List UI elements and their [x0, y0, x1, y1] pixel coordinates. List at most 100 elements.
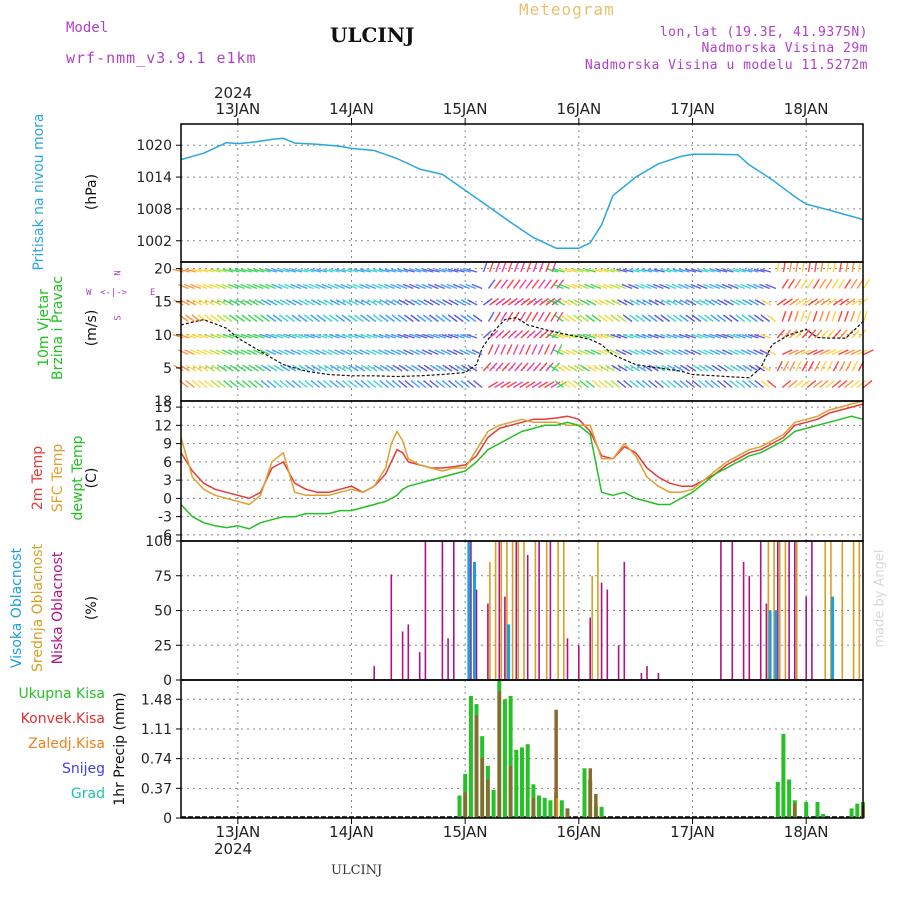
wind-arrow-505	[571, 283, 583, 290]
conv-precip-bar-10	[594, 793, 598, 818]
wind-arrow-257	[377, 283, 389, 290]
wind-arrow-792	[801, 261, 805, 273]
total-precip-bar-12	[525, 744, 530, 818]
wind-arrow-86	[236, 364, 247, 372]
low-cloud-bar-9	[470, 541, 472, 680]
wind-arrow-373	[465, 349, 477, 356]
wind-arrow-510	[567, 364, 578, 372]
wind-arrow-745	[759, 283, 770, 290]
conv-precip-bar-6	[531, 797, 536, 818]
wind-arrow-580	[622, 333, 634, 339]
wind-ytick-label-extra: 18	[154, 394, 172, 410]
wind-arrow-306	[410, 299, 422, 306]
mid-cloud-bar-4	[511, 541, 514, 680]
wind-arrow-307	[416, 314, 427, 323]
wind-arrow-803	[812, 310, 818, 322]
wind-arrow-160	[297, 268, 309, 273]
low-cloud-bar-17	[549, 541, 552, 680]
wind-arrow-429	[518, 344, 525, 355]
wind-arrow-304	[410, 268, 421, 273]
temp-line-dewpoint	[180, 415, 864, 530]
wind-arrow-723	[741, 314, 752, 323]
wind-arrow-794	[801, 298, 812, 306]
wind-arrow-262	[373, 364, 384, 372]
wind-arrow-158	[292, 364, 303, 372]
wind-arrow-548	[597, 333, 609, 339]
wind-arrow-642	[673, 299, 684, 306]
wind-arrow-80	[235, 268, 246, 273]
wind-arrow-187	[322, 314, 333, 323]
wind-arrow-703	[723, 380, 733, 389]
wind-arrow-272	[385, 268, 396, 273]
wind-arrow-315	[422, 314, 433, 323]
wind-arrow-100	[247, 333, 259, 339]
legend-total-precip: Ukupna Kisa	[18, 686, 105, 702]
wind-arrow-105	[259, 283, 270, 290]
wind-arrow-677	[703, 349, 714, 356]
wind-arrow-555	[610, 314, 621, 323]
low-cloud-bar-27	[657, 673, 660, 680]
mid-cloud-bar-17	[796, 541, 798, 680]
wind-arrow-858	[851, 298, 862, 306]
wind-arrow-210	[335, 299, 347, 306]
wind-arrow-322	[423, 299, 434, 306]
wind-arrow-638	[667, 364, 678, 372]
wind-arrow-589	[634, 349, 645, 356]
wind-arrow-825	[831, 278, 839, 289]
wind-arrow-55	[216, 380, 227, 389]
wind-arrow-457	[544, 279, 552, 289]
wind-arrow-185	[321, 283, 333, 290]
cloud-ytick-label-2: 50	[154, 604, 172, 620]
wind-arrow-237	[359, 349, 370, 356]
wind-arrow-607	[648, 380, 658, 389]
wind-arrow-217	[346, 283, 358, 290]
wind-arrow-793	[806, 278, 814, 289]
bottom-day-label-5: 18JAN	[784, 823, 829, 841]
wind-arrow-422	[507, 362, 517, 372]
wind-arrow-807	[812, 380, 823, 389]
wind-arrow-444	[526, 330, 536, 339]
wind-arrow-250	[367, 299, 378, 306]
wind-arrow-267	[385, 314, 396, 323]
low-cloud-bar-31	[748, 575, 751, 681]
total-precip-bar-23	[599, 806, 604, 818]
bottom-day-label-2: 15JAN	[443, 823, 488, 841]
wind-arrow-323	[428, 314, 439, 323]
legend-strat-precip: Zaledj.Kisa	[28, 736, 105, 752]
wind-arrow-636	[666, 333, 678, 339]
wind-arrow-248	[366, 268, 378, 273]
bottom-day-label-4: 17JAN	[670, 823, 715, 841]
elevation-label: Nadmorska Visina 29m	[701, 41, 868, 56]
wind-arrow-447	[531, 381, 542, 389]
wind-arrow-415	[506, 381, 517, 389]
total-precip-bar-32	[855, 803, 860, 818]
wind-arrow-13	[184, 349, 195, 356]
wind-arrow-868	[857, 329, 867, 339]
wind-arrow-572	[616, 333, 628, 339]
wind-arrow-531	[591, 314, 602, 323]
total-precip-bar-24	[775, 781, 780, 818]
wind-arrow-778	[789, 298, 800, 306]
wind-arrow-527	[585, 380, 596, 389]
wind-arrow-365	[459, 349, 470, 356]
conv-precip-bar-11	[793, 803, 797, 818]
wind-arrow-762	[776, 298, 787, 306]
wind-arrow-60	[216, 333, 228, 339]
wind-arrow-491	[560, 314, 571, 323]
wind-arrow-417	[512, 279, 521, 289]
wind-arrow-48	[210, 268, 221, 273]
mid-cloud-bar-15	[779, 541, 781, 680]
wind-arrow-561	[615, 283, 627, 290]
wind-arrow-223	[348, 380, 358, 389]
wind-arrow-828	[826, 329, 836, 339]
total-precip-bar-25	[781, 733, 786, 818]
wind-arrow-284	[391, 333, 403, 339]
mid-cloud-bar-9	[557, 541, 559, 680]
precip-ytick-label-4: 1.48	[141, 692, 172, 708]
wind-arrow-26	[192, 299, 203, 306]
low-cloud-bar-3	[407, 624, 410, 680]
total-precip-bar-6	[491, 789, 496, 818]
low-cloud-bar-11	[487, 603, 489, 680]
wind-arrow-867	[862, 310, 868, 322]
wind-arrow-208	[335, 268, 346, 273]
